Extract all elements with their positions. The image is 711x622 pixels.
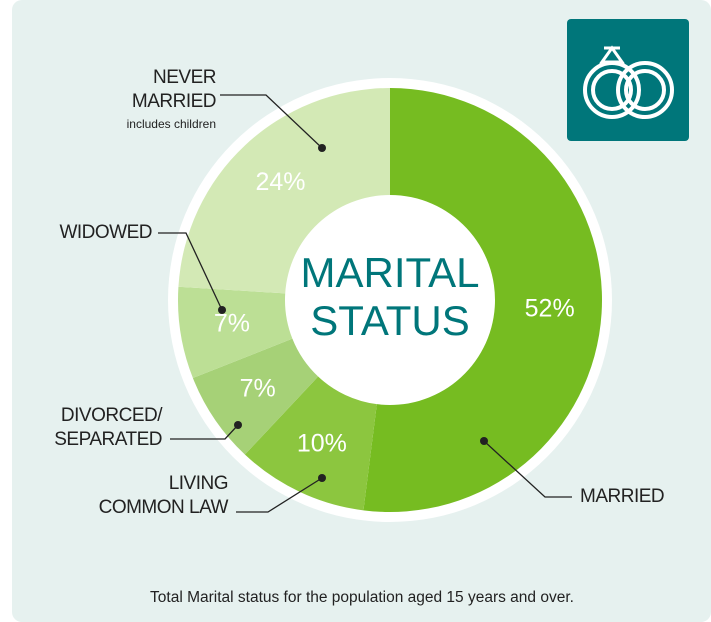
donut-hole <box>286 196 494 404</box>
leader-dot <box>480 437 488 445</box>
center-title: STATUS <box>310 297 469 344</box>
leader-dot <box>318 474 326 482</box>
leader-dot <box>318 144 326 152</box>
category-label: LIVING <box>169 473 228 494</box>
donut-slice <box>244 376 377 511</box>
value-label: 7% <box>214 310 250 338</box>
leader-line <box>220 94 323 149</box>
center-title: MARITAL <box>301 249 480 296</box>
category-label: NEVER <box>153 67 216 88</box>
leader-dot <box>234 421 242 429</box>
leader-line <box>170 424 239 440</box>
category-note: includes children <box>127 117 216 131</box>
category-label: SEPARATED <box>54 429 162 450</box>
donut-slice <box>192 338 319 455</box>
value-label: 7% <box>240 375 276 403</box>
donut-slice <box>178 286 293 379</box>
leader-line <box>236 477 323 513</box>
category-label: MARRIED <box>132 91 216 112</box>
category-label: COMMON LAW <box>99 497 229 518</box>
category-label: MARRIED <box>580 486 664 507</box>
donut-slice <box>363 87 603 512</box>
leader-line <box>158 232 223 311</box>
leader-dot <box>218 306 226 314</box>
value-label: 52% <box>525 295 575 323</box>
donut-slice <box>178 88 390 294</box>
category-label: WIDOWED <box>59 222 152 243</box>
category-label: DIVORCED/ <box>61 405 163 426</box>
value-label: 10% <box>297 429 347 457</box>
leader-line <box>483 440 572 498</box>
caption: Total Marital status for the population … <box>150 589 574 606</box>
ring-icon <box>567 19 689 141</box>
value-label: 24% <box>255 168 305 196</box>
